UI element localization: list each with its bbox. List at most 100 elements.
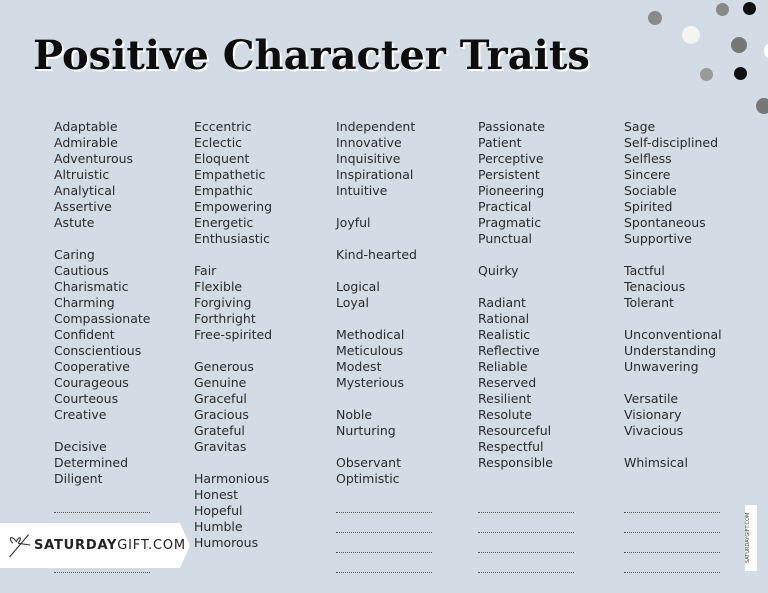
- dotted-write-line[interactable]: [478, 513, 574, 533]
- trait-item: Grateful: [194, 423, 245, 438]
- dotted-write-line[interactable]: [336, 533, 432, 553]
- trait-item: Humble: [194, 519, 243, 534]
- gift-bow-icon: [9, 534, 31, 558]
- dotted-write-line[interactable]: [336, 493, 432, 513]
- trait-item: Adaptable: [54, 119, 118, 134]
- trait-item: Sage: [624, 119, 656, 134]
- trait-item: Selfless: [624, 151, 672, 166]
- trait-item: Independent: [336, 119, 416, 134]
- trait-item: Determined: [54, 455, 129, 470]
- dotted-write-line[interactable]: [336, 513, 432, 533]
- dotted-write-line[interactable]: [624, 533, 720, 553]
- trait-item: Reliable: [478, 359, 528, 374]
- trait-item: Inquisitive: [336, 151, 401, 166]
- confetti-dot: [682, 26, 700, 44]
- dotted-write-line[interactable]: [478, 493, 574, 513]
- confetti-dot: [756, 98, 768, 114]
- trait-item: Perceptive: [478, 151, 544, 166]
- trait-item: Realistic: [478, 327, 531, 342]
- trait-item: Reflective: [478, 343, 540, 358]
- trait-item: Creative: [54, 407, 107, 422]
- trait-item: Genuine: [194, 375, 247, 390]
- confetti-dot: [764, 44, 768, 58]
- blank-spacer: [624, 311, 722, 327]
- trait-item: Vivacious: [624, 423, 684, 438]
- trait-item: Passionate: [478, 119, 545, 134]
- trait-item: Tolerant: [624, 295, 674, 310]
- blank-spacer: [336, 231, 417, 247]
- trait-item: Decisive: [54, 439, 107, 454]
- trait-item: Versatile: [624, 391, 679, 406]
- trait-item: Resourceful: [478, 423, 552, 438]
- trait-item: Pragmatic: [478, 215, 542, 230]
- trait-item: Kind-hearted: [336, 247, 417, 262]
- dotted-write-line[interactable]: [336, 553, 432, 573]
- trait-item: Admirable: [54, 135, 118, 150]
- trait-item: Optimistic: [336, 471, 400, 486]
- trait-item: Charming: [54, 295, 115, 310]
- blank-spacer: [194, 343, 272, 359]
- trait-item: Practical: [478, 199, 532, 214]
- trait-item: Visionary: [624, 407, 682, 422]
- dotted-write-line[interactable]: [54, 553, 150, 573]
- blank-spacer: [336, 439, 417, 455]
- trait-item: Inspirational: [336, 167, 414, 182]
- dotted-write-line[interactable]: [624, 553, 720, 573]
- trait-item: Gracious: [194, 407, 249, 422]
- trait-item: Sincere: [624, 167, 671, 182]
- trait-item: Eccentric: [194, 119, 252, 134]
- trait-item: Flexible: [194, 279, 243, 294]
- trait-item: Observant: [336, 455, 401, 470]
- trait-item: Quirky: [478, 263, 519, 278]
- blank-spacer: [336, 263, 417, 279]
- dotted-write-line[interactable]: [478, 553, 574, 573]
- trait-item: Graceful: [194, 391, 247, 406]
- trait-item: Logical: [336, 279, 380, 294]
- dotted-write-line[interactable]: [624, 513, 720, 533]
- trait-item: Honest: [194, 487, 239, 502]
- brand-badge: SATURDAYGIFT.COM: [0, 523, 190, 568]
- trait-item: Empathic: [194, 183, 253, 198]
- trait-item: Cooperative: [54, 359, 130, 374]
- trait-item: Nurturing: [336, 423, 396, 438]
- blank-spacer: [624, 375, 722, 391]
- trait-item: Noble: [336, 407, 373, 422]
- trait-item: Enthusiastic: [194, 231, 270, 246]
- dotted-write-line[interactable]: [478, 533, 574, 553]
- blank-lines: [624, 493, 720, 573]
- trait-item: Understanding: [624, 343, 717, 358]
- blank-spacer: [54, 423, 150, 439]
- trait-item: Tactful: [624, 263, 665, 278]
- trait-item: Tenacious: [624, 279, 686, 294]
- trait-item: Adventurous: [54, 151, 134, 166]
- trait-item: Astute: [54, 215, 95, 230]
- trait-item: Pioneering: [478, 183, 545, 198]
- trait-item: Gravitas: [194, 439, 247, 454]
- trait-item: Generous: [194, 359, 254, 374]
- trait-item: Charismatic: [54, 279, 129, 294]
- trait-item: Loyal: [336, 295, 369, 310]
- trait-item: Forthright: [194, 311, 256, 326]
- trait-item: Resilient: [478, 391, 532, 406]
- trait-column: Passionate Patient Perceptive Persistent Pio…: [478, 119, 553, 471]
- trait-item: Responsible: [478, 455, 553, 470]
- confetti-dot: [731, 37, 747, 53]
- dotted-write-line[interactable]: [54, 493, 150, 513]
- confetti-dot: [700, 68, 713, 81]
- trait-item: Mysterious: [336, 375, 404, 390]
- trait-item: Persistent: [478, 167, 540, 182]
- trait-item: Hopeful: [194, 503, 243, 518]
- trait-item: Reserved: [478, 375, 537, 390]
- trait-item: Rational: [478, 311, 530, 326]
- trait-item: Assertive: [54, 199, 112, 214]
- confetti-dot: [716, 3, 729, 16]
- trait-item: Unconventional: [624, 327, 722, 342]
- trait-item: Intuitive: [336, 183, 388, 198]
- trait-item: Unwavering: [624, 359, 699, 374]
- blank-spacer: [54, 231, 150, 247]
- trait-item: Spirited: [624, 199, 673, 214]
- trait-item: Methodical: [336, 327, 405, 342]
- trait-item: Diligent: [54, 471, 103, 486]
- trait-column: Sage Self-disciplined Selfless Sincere Socia…: [624, 119, 722, 471]
- dotted-write-line[interactable]: [624, 493, 720, 513]
